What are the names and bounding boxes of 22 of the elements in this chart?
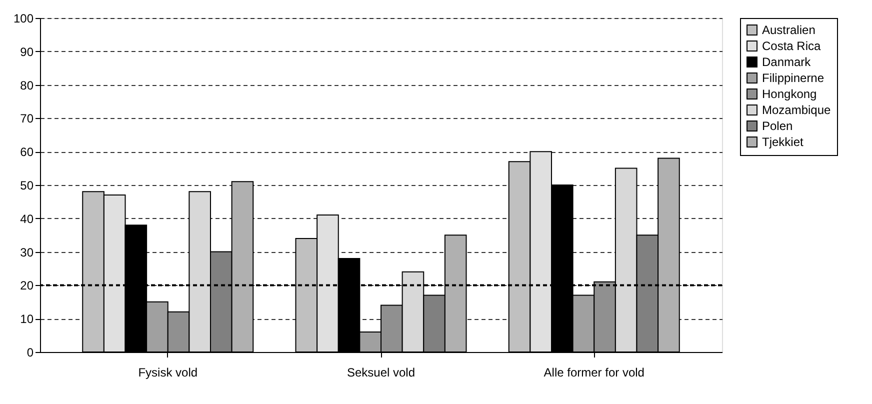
y-tick-label: 20 (20, 278, 34, 293)
legend-label: Mozambique (762, 103, 832, 117)
y-tick-label: 0 (26, 346, 34, 360)
y-tick-label: 80 (20, 78, 34, 92)
legend-label: Filippinerne (762, 71, 824, 85)
x-tick-label: Seksuel vold (346, 366, 416, 380)
y-tick-label: 60 (20, 145, 34, 160)
y-tick-label: 30 (20, 245, 34, 260)
legend-label: Hongkong (762, 87, 817, 101)
y-tick-label: 90 (20, 44, 34, 59)
y-tick-label: 100 (13, 12, 34, 26)
legend-label: Polen (762, 119, 793, 133)
legend-label: Australien (762, 23, 816, 37)
y-tick-label: 40 (20, 212, 34, 226)
x-tick-label: Fysisk vold (138, 366, 198, 380)
legend-label: Tjekkiet (762, 135, 804, 149)
legend-label: Danmark (762, 55, 812, 69)
y-tick-label: 10 (20, 312, 34, 326)
y-tick-label: 70 (20, 112, 34, 126)
x-tick-label: Alle former for vold (544, 366, 644, 380)
y-tick-label: 50 (20, 178, 34, 192)
legend-label: Costa Rica (762, 39, 822, 53)
